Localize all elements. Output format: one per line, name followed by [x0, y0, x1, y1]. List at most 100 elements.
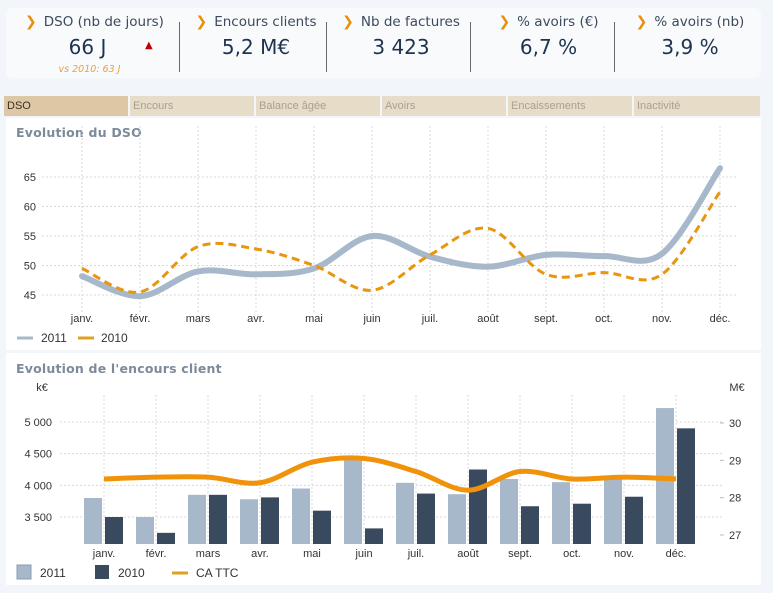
tab-encaissements[interactable]: Encaissements	[508, 96, 632, 116]
x-tick-label: avr.	[247, 313, 265, 325]
bar-2011	[500, 479, 518, 544]
tab-inactivite[interactable]: Inactivité	[634, 96, 760, 116]
y2-axis-unit: M€	[729, 382, 744, 394]
kpi-value: 3 423	[372, 35, 430, 59]
series-line-ca-ttc	[103, 455, 677, 493]
y-tick-label: 65	[24, 172, 36, 184]
y-tick-label: 3 500	[24, 512, 52, 524]
bar-2010	[261, 497, 279, 544]
x-tick-label: janv.	[70, 313, 93, 325]
bar-2011	[604, 475, 622, 544]
tab-encours[interactable]: Encours	[130, 96, 254, 116]
y-tick-label: 55	[24, 231, 36, 243]
y-tick-label: 50	[24, 261, 36, 273]
bar-2011	[188, 494, 206, 544]
kpi-encours[interactable]: ❯ Encours clients 5,2 M€	[186, 8, 326, 78]
y-tick-label: 4 000	[24, 480, 52, 492]
kpi-factures[interactable]: ❯ Nb de factures 3 423	[331, 8, 471, 78]
chevron-right-icon: ❯	[635, 14, 648, 30]
x-tick-label: mars	[186, 313, 211, 325]
kpi-label: % avoirs (€)	[517, 14, 599, 30]
y2-tick-label: 29	[729, 455, 741, 467]
chevron-right-icon: ❯	[25, 14, 37, 30]
y-tick-label: 45	[24, 290, 36, 302]
series-line-2010	[81, 190, 722, 294]
bar-2011	[344, 458, 362, 544]
y2-tick-label: 30	[729, 418, 741, 430]
x-tick-label: mai	[303, 548, 321, 560]
kpi-value: 66 J	[68, 35, 107, 59]
kpi-label: Nb de factures	[360, 14, 460, 30]
bar-2011	[396, 482, 414, 544]
legend-label-2010: 2010	[101, 331, 128, 345]
x-tick-label: janv.	[92, 548, 115, 560]
x-tick-label: avr.	[251, 548, 269, 560]
bar-2011	[448, 494, 466, 544]
bar-2010	[469, 469, 487, 544]
kpi-avoirs-nb[interactable]: ❯ % avoirs (nb) 3,9 %	[620, 8, 760, 78]
tab-bar: DSO Encours Balance âgée Avoirs Encaisse…	[4, 96, 760, 116]
y-tick-label: 4 500	[24, 449, 52, 461]
bar-2011	[292, 488, 310, 544]
x-tick-label: nov.	[614, 548, 634, 560]
x-tick-label: déc.	[666, 548, 687, 560]
legend-label-2011: 2011	[40, 566, 66, 580]
bar-2010	[313, 510, 331, 544]
bar-2010	[573, 503, 591, 544]
y2-tick-label: 27	[729, 530, 741, 542]
x-tick-label: juin	[354, 548, 372, 560]
series-line-2011	[79, 165, 723, 300]
tab-avoirs[interactable]: Avoirs	[382, 96, 506, 116]
bar-2010	[157, 532, 175, 544]
chevron-right-icon: ❯	[498, 14, 511, 30]
x-tick-label: août	[457, 548, 478, 560]
y-tick-label: 60	[24, 202, 36, 214]
x-tick-label: juin	[362, 313, 380, 325]
bar-2011	[136, 517, 154, 544]
chevron-right-icon: ❯	[195, 14, 208, 30]
bar-2011	[552, 482, 570, 544]
y2-tick-label: 28	[729, 493, 741, 505]
bar-2010	[521, 506, 539, 544]
tab-balance-agee[interactable]: Balance âgée	[256, 96, 380, 116]
encours-chart: k€ M€ 3 500 4 000 4 500 5 000 27 28 29 30 janv. fév…	[16, 382, 745, 580]
divider	[470, 22, 471, 72]
bar-2011	[84, 498, 102, 544]
kpi-label: % avoirs (nb)	[654, 14, 745, 30]
x-tick-label: oct.	[563, 548, 581, 560]
bar-2010	[209, 494, 227, 544]
x-tick-label: mars	[196, 548, 221, 560]
kpi-bar: ❯ DSO (nb de jours) 66 J ▲ vs 2010: 63 J …	[6, 8, 761, 78]
bar-2010	[417, 493, 435, 544]
kpi-avoirs-eur[interactable]: ❯ % avoirs (€) 6,7 %	[476, 8, 621, 78]
bar-2010	[105, 517, 123, 544]
kpi-label: DSO (nb de jours)	[43, 14, 164, 30]
chevron-right-icon: ❯	[342, 14, 354, 30]
bar-2011	[240, 499, 258, 544]
x-tick-label: nov.	[652, 313, 672, 325]
tab-dso[interactable]: DSO	[4, 96, 128, 116]
legend-label-2011: 2011	[41, 331, 67, 345]
bar-2010	[365, 528, 383, 544]
kpi-value: 6,7 %	[519, 35, 578, 59]
encours-panel: Evolution de l'encours client	[6, 353, 761, 585]
y-tick-label: 5 000	[24, 417, 52, 429]
x-tick-label: oct.	[595, 313, 613, 325]
x-tick-label: déc.	[710, 313, 731, 325]
x-tick-label: sept.	[508, 548, 532, 560]
divider	[179, 22, 180, 72]
x-tick-label: juil.	[407, 548, 425, 560]
y-axis-unit: k€	[36, 382, 48, 394]
divider	[326, 22, 327, 72]
x-tick-label: mai	[305, 313, 323, 325]
bar-2010	[625, 496, 643, 544]
kpi-dso[interactable]: ❯ DSO (nb de jours) 66 J ▲ vs 2010: 63 J	[12, 8, 177, 78]
arrow-up-icon: ▲	[145, 40, 153, 51]
x-tick-label: juil.	[421, 313, 439, 325]
dso-chart: 45 50 55 60 65 janv. févr. mars avr. mai juin juil.…	[17, 126, 737, 345]
chart-title: Evolution de l'encours client	[16, 361, 222, 376]
legend-swatch-2011	[16, 564, 32, 580]
x-tick-label: août	[477, 313, 498, 325]
kpi-label: Encours clients	[214, 14, 317, 30]
bar-2010	[677, 428, 695, 544]
